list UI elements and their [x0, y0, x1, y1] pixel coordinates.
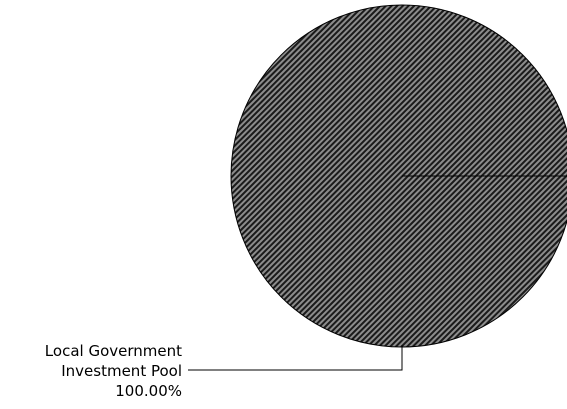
slice-label-line-2: Investment Pool — [61, 362, 182, 380]
slice-label: Local Government Investment Pool 100.00% — [45, 341, 182, 401]
label-leader-line — [188, 345, 403, 371]
slice-label-line-1: Local Government — [44, 342, 182, 360]
slice-value-label: 100.00% — [115, 382, 182, 400]
